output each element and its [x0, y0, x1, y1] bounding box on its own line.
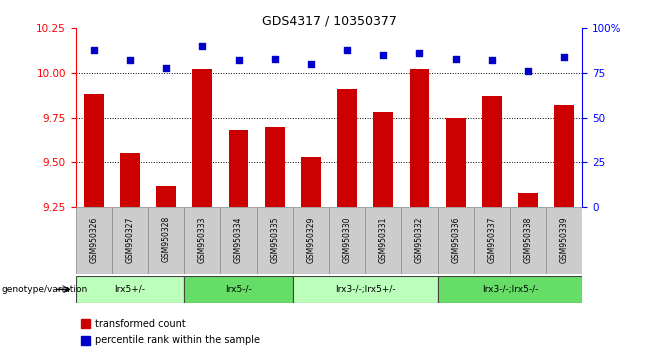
- Point: [342, 47, 353, 53]
- Bar: [329, 207, 365, 274]
- Bar: [438, 276, 582, 303]
- Bar: [438, 207, 474, 274]
- Point: [415, 51, 425, 56]
- Bar: [228, 130, 249, 207]
- Point: [522, 68, 533, 74]
- Bar: [474, 207, 510, 274]
- Text: GSM950327: GSM950327: [126, 216, 134, 263]
- Text: genotype/variation: genotype/variation: [1, 285, 88, 294]
- Text: GSM950328: GSM950328: [162, 216, 170, 263]
- Bar: [482, 96, 502, 207]
- Text: GSM950326: GSM950326: [89, 216, 98, 263]
- Text: GSM950334: GSM950334: [234, 216, 243, 263]
- Bar: [554, 105, 574, 207]
- Point: [378, 52, 388, 58]
- Text: GSM950330: GSM950330: [343, 216, 351, 263]
- Bar: [184, 276, 293, 303]
- Bar: [293, 207, 329, 274]
- Text: GSM950329: GSM950329: [307, 216, 315, 263]
- Bar: [518, 193, 538, 207]
- Bar: [337, 89, 357, 207]
- Text: lrx3-/-;lrx5+/-: lrx3-/-;lrx5+/-: [335, 285, 395, 294]
- Point: [486, 58, 497, 63]
- Point: [450, 56, 461, 62]
- Title: GDS4317 / 10350377: GDS4317 / 10350377: [262, 14, 396, 27]
- Point: [88, 47, 99, 53]
- Text: transformed count: transformed count: [95, 319, 186, 329]
- Bar: [81, 319, 90, 328]
- Text: GSM950332: GSM950332: [415, 216, 424, 263]
- Point: [559, 54, 570, 60]
- Text: lrx5+/-: lrx5+/-: [114, 285, 145, 294]
- Bar: [546, 207, 582, 274]
- Bar: [156, 185, 176, 207]
- Text: lrx5-/-: lrx5-/-: [225, 285, 252, 294]
- Bar: [76, 276, 184, 303]
- Bar: [409, 69, 430, 207]
- Point: [197, 44, 207, 49]
- Bar: [445, 118, 466, 207]
- Text: GSM950337: GSM950337: [488, 216, 496, 263]
- Bar: [81, 336, 90, 345]
- Point: [124, 58, 136, 63]
- Bar: [365, 207, 401, 274]
- Text: lrx3-/-;lrx5-/-: lrx3-/-;lrx5-/-: [482, 285, 538, 294]
- Bar: [148, 207, 184, 274]
- Point: [161, 65, 171, 70]
- Text: GSM950331: GSM950331: [379, 216, 388, 263]
- Text: GSM950333: GSM950333: [198, 216, 207, 263]
- Bar: [265, 127, 285, 207]
- Bar: [112, 207, 148, 274]
- Bar: [301, 157, 321, 207]
- Bar: [76, 207, 112, 274]
- Bar: [220, 207, 257, 274]
- Text: GSM950338: GSM950338: [524, 216, 532, 263]
- Text: GSM950339: GSM950339: [560, 216, 569, 263]
- Text: percentile rank within the sample: percentile rank within the sample: [95, 335, 260, 346]
- Bar: [192, 69, 213, 207]
- Bar: [373, 112, 393, 207]
- Bar: [293, 276, 438, 303]
- Point: [305, 61, 316, 67]
- Bar: [84, 95, 104, 207]
- Bar: [120, 153, 140, 207]
- Bar: [401, 207, 438, 274]
- Text: GSM950336: GSM950336: [451, 216, 460, 263]
- Bar: [257, 207, 293, 274]
- Bar: [184, 207, 220, 274]
- Point: [233, 58, 243, 63]
- Bar: [510, 207, 546, 274]
- Text: GSM950335: GSM950335: [270, 216, 279, 263]
- Point: [270, 56, 280, 62]
